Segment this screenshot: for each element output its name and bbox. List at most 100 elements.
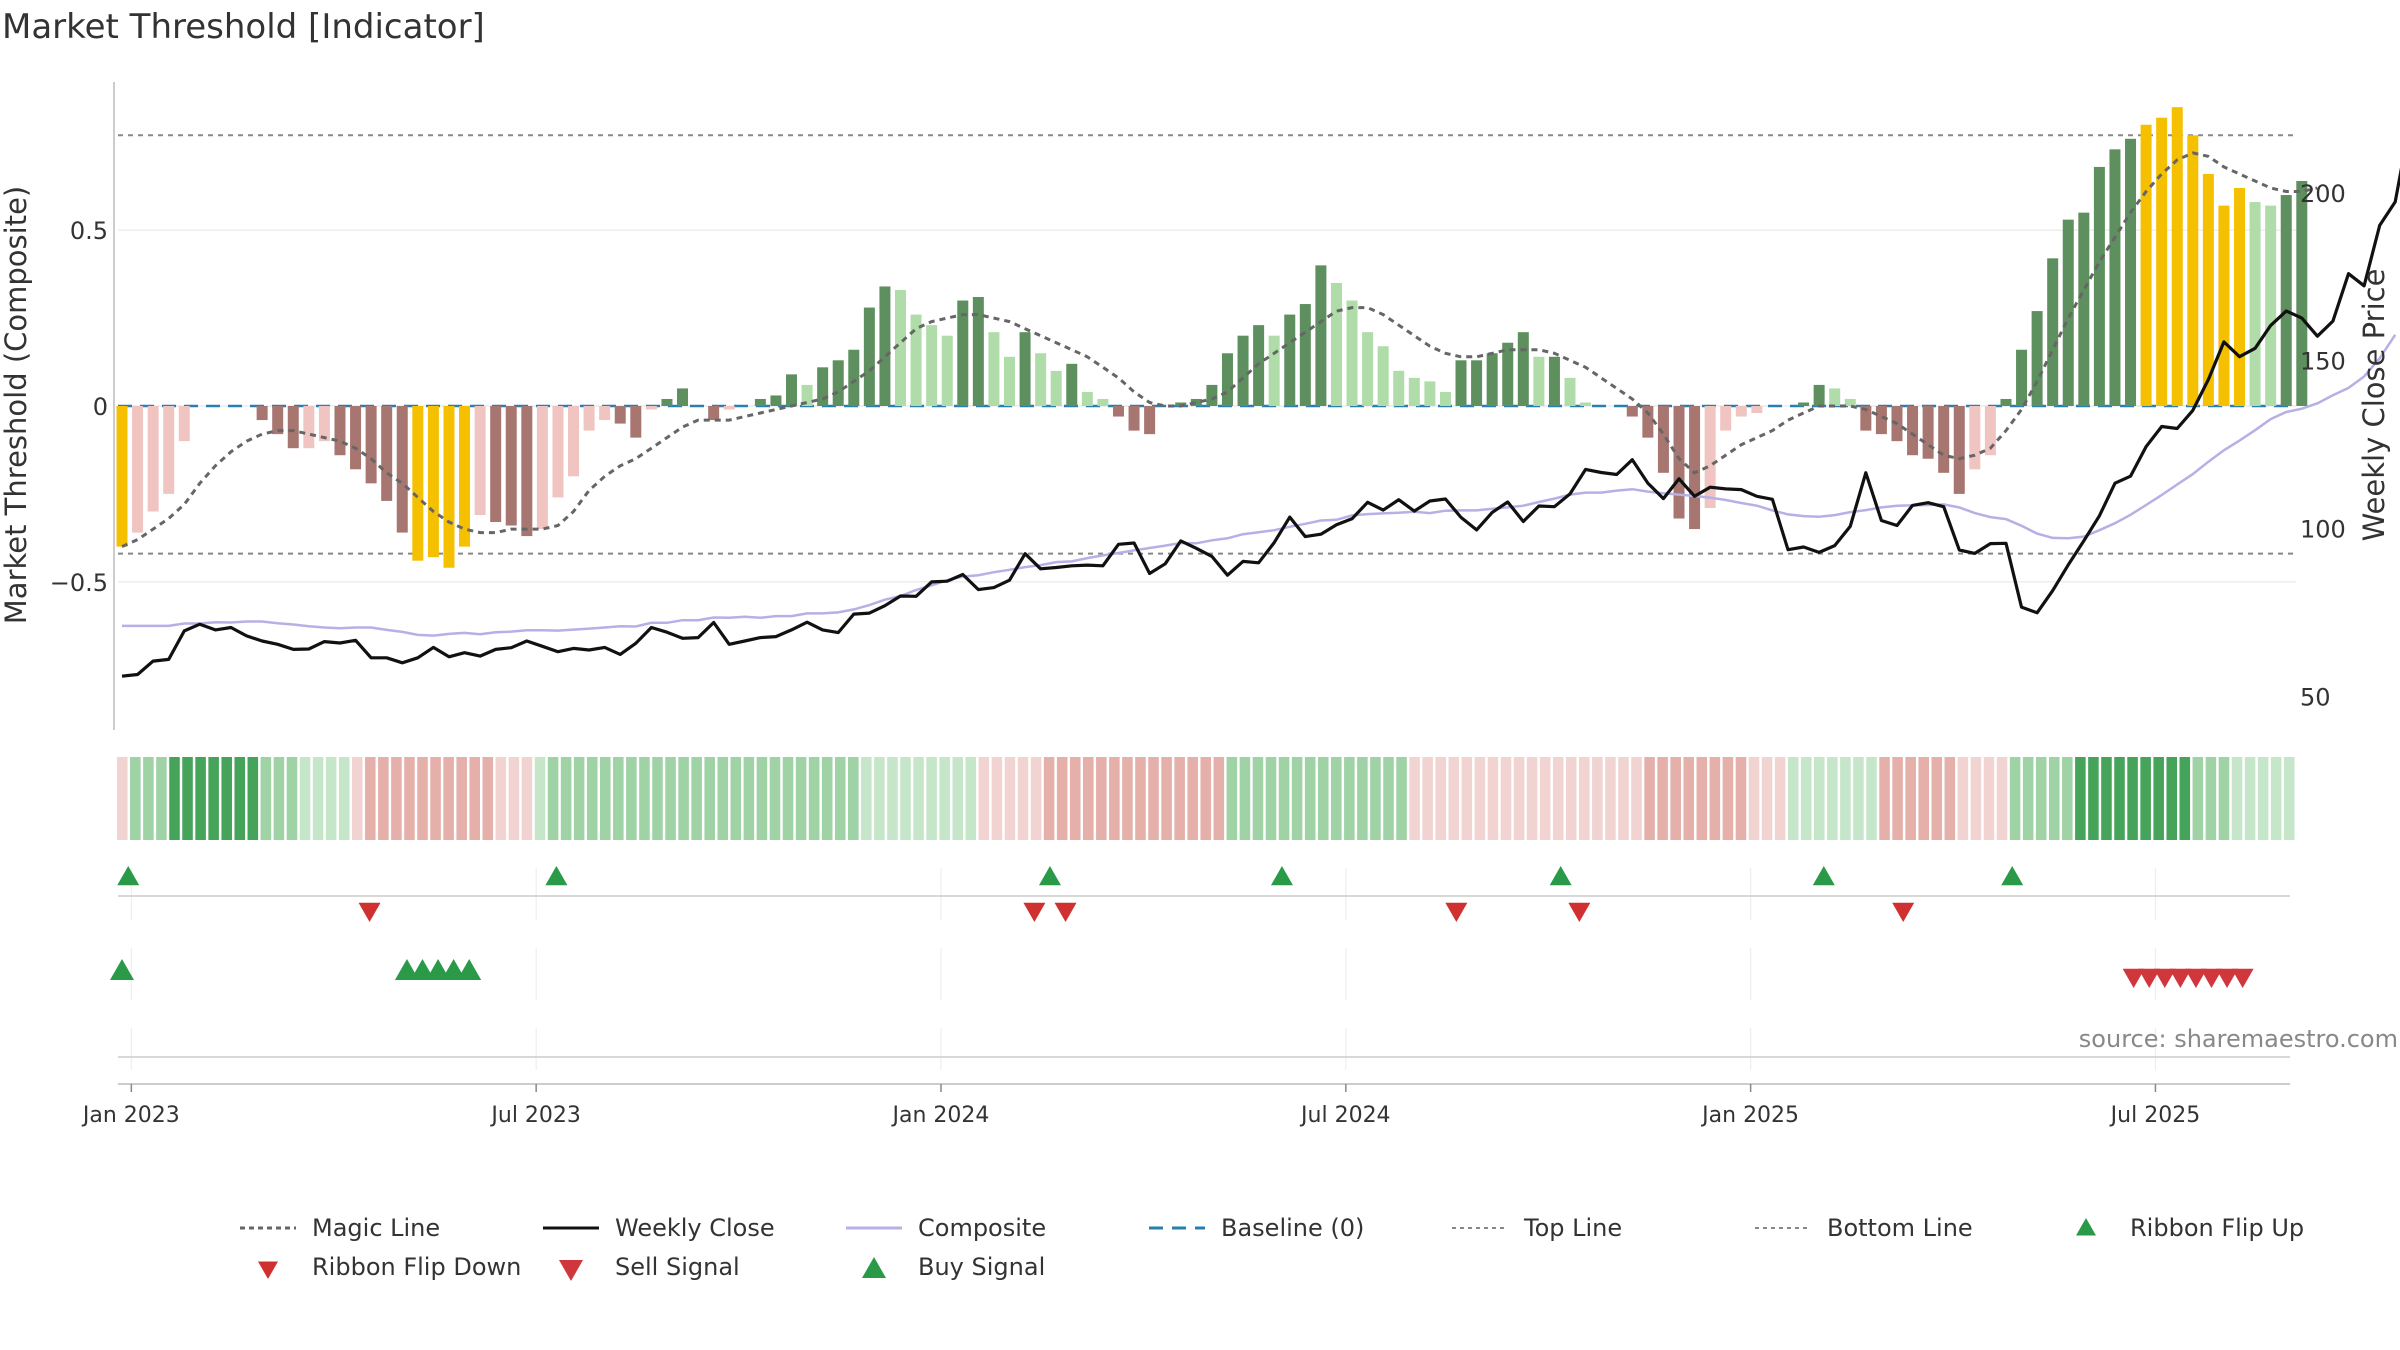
composite-bar [1439, 391, 1451, 406]
composite-bar [1922, 406, 1934, 459]
composite-bar [1564, 377, 1576, 406]
ribbon-cell [1918, 757, 1929, 840]
ribbon-cell [1996, 757, 2008, 840]
ribbon-cell [2153, 757, 2164, 840]
legend-label: Magic Line [312, 1214, 440, 1242]
sell-signal-marker [2216, 968, 2239, 988]
ribbon-cell [1500, 757, 1512, 840]
legend-swatch [862, 1257, 886, 1278]
buy-signal-marker [457, 959, 482, 980]
ribbon-cell [2140, 757, 2151, 840]
composite-bar [1471, 360, 1483, 406]
legend-swatch [2076, 1218, 2096, 1236]
ribbon-cell [2257, 757, 2269, 840]
ribbon-cell [469, 757, 481, 840]
composite-bar [2078, 212, 2090, 406]
sell-signal-marker [2184, 968, 2207, 988]
legend-label: Top Line [1523, 1214, 1622, 1242]
composite-bar [256, 406, 268, 421]
composite-bar [1066, 363, 1078, 406]
ribbon-cell [456, 757, 467, 840]
ribbon-cell [704, 757, 715, 840]
ribbon-cell [808, 757, 820, 840]
ribbon-cell [417, 757, 428, 840]
composite-bar [583, 406, 595, 431]
ribbon-cell [1461, 757, 1473, 840]
ribbon-cell [730, 757, 742, 840]
magic-line [121, 151, 2318, 548]
composite-bar [2062, 219, 2074, 406]
composite-bar [474, 406, 486, 515]
composite-bar [1175, 402, 1187, 406]
ribbon-cell [652, 757, 663, 840]
ribbon-flip-up-marker [2001, 866, 2024, 886]
composite-bar [1035, 353, 1047, 406]
legend-swatch [559, 1260, 583, 1281]
composite-bar [381, 406, 393, 501]
legend-item-magic: Magic Line [240, 1214, 440, 1242]
ribbon-cell [1735, 757, 1747, 840]
ribbon-cell [2101, 757, 2112, 840]
composite-bar [879, 286, 891, 406]
legend-item-flipup: Ribbon Flip Up [2076, 1214, 2304, 1242]
ribbon-cell [130, 757, 141, 840]
composite-bar [1813, 384, 1825, 406]
ribbon-cell [521, 757, 533, 840]
ribbon-cell [1800, 757, 1812, 840]
left-tick-label: 0 [93, 393, 108, 421]
ribbon-cell [1409, 757, 1420, 840]
composite-bar [848, 349, 860, 406]
ribbon-cell [1618, 757, 1629, 840]
ribbon-cell [1344, 757, 1355, 840]
ribbon-cell [338, 757, 350, 840]
ribbon-cell [1840, 757, 1851, 840]
composite-bar [1704, 406, 1716, 508]
ribbon-cell [1265, 757, 1277, 840]
ribbon-cell [1487, 757, 1499, 840]
ribbon-cell [1827, 757, 1838, 840]
composite-bar [2234, 188, 2246, 406]
composite-bar [318, 406, 330, 442]
composite-bar [1455, 360, 1467, 406]
composite-bar [552, 406, 564, 498]
ribbon-cell [2231, 757, 2243, 840]
ribbon-cell [913, 757, 924, 840]
composite-bar [801, 384, 813, 406]
composite-bar [568, 406, 580, 477]
ribbon-cell [1056, 757, 1068, 840]
buy-signal-marker [441, 959, 466, 980]
ribbon-cell [547, 757, 559, 840]
right-axis-label: Weekly Close Price [2357, 269, 2391, 542]
ribbon-cell [939, 757, 950, 840]
ribbon-cell [1317, 757, 1329, 840]
composite-bar [1299, 304, 1311, 406]
ribbon-cell [1683, 757, 1695, 840]
composite-bar [1408, 377, 1420, 406]
composite-bar [2016, 349, 2028, 406]
ribbon-cell [1774, 757, 1786, 840]
ribbon-cell [743, 757, 755, 840]
legend-label: Sell Signal [615, 1253, 740, 1281]
ribbon-cell [1709, 757, 1721, 840]
right-tick-label: 50 [2300, 683, 2331, 711]
ribbon-cell [1252, 757, 1264, 840]
composite-bar [427, 406, 439, 558]
ribbon-cell [1474, 757, 1486, 840]
ribbon-cell [260, 757, 272, 840]
ribbon-cell [1043, 757, 1055, 840]
composite-bar [708, 406, 720, 421]
ribbon-cell [926, 757, 937, 840]
composite-bar [2249, 202, 2261, 406]
composite-bar [1548, 356, 1560, 406]
ribbon-flip-up-marker [545, 866, 568, 886]
ribbon-cell [1200, 757, 1212, 840]
ribbon-cell [2218, 757, 2230, 840]
ribbon-cell [991, 757, 1003, 840]
ribbon-cell [156, 757, 167, 840]
ribbon-cell [1396, 757, 1407, 840]
ribbon-cell [1592, 757, 1603, 840]
sell-signal-marker [2138, 968, 2161, 988]
composite-bar [1533, 356, 1545, 406]
ribbon-cell [430, 757, 441, 840]
ribbon-cell [365, 757, 376, 840]
